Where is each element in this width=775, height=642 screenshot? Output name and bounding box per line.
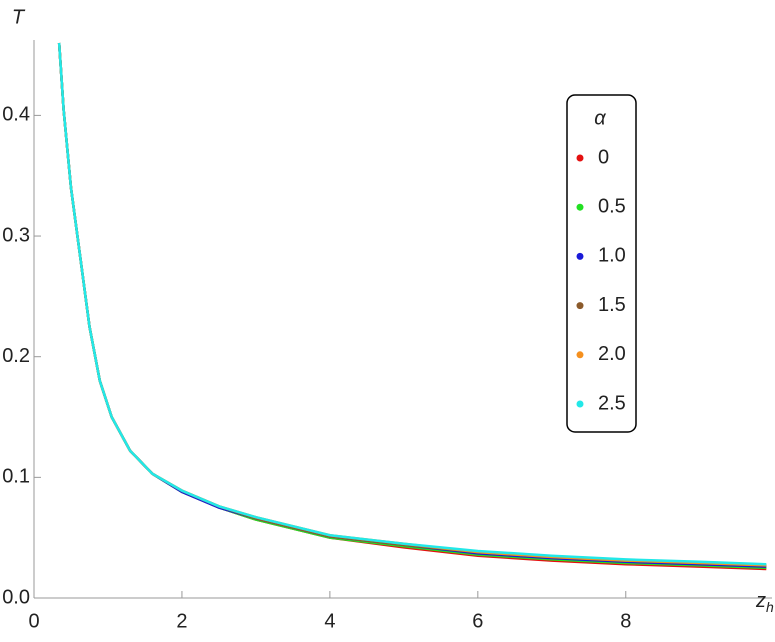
y-tick-label: 0.3 [2, 224, 30, 246]
legend-marker [576, 400, 584, 408]
y-tick-label: 0.4 [2, 104, 30, 126]
legend-label: 0.5 [598, 195, 626, 217]
x-axis-label-sub: h [766, 599, 774, 615]
legend-label: 2.0 [598, 343, 626, 365]
legend-label: 0 [598, 146, 609, 168]
legend-label: 2.5 [598, 392, 626, 414]
legend-marker [576, 252, 584, 260]
series-line [57, 42, 767, 567]
x-tick-label: 8 [620, 610, 631, 632]
legend-label: 1.0 [598, 245, 626, 267]
y-tick-label: 0.1 [2, 466, 30, 488]
x-axis-label-main: z [755, 590, 766, 612]
y-tick-label: 0.2 [2, 345, 30, 367]
x-tick-label: 2 [176, 610, 187, 632]
legend-marker [576, 203, 584, 211]
x-tick-label: 0 [28, 610, 39, 632]
series-line [57, 42, 767, 567]
series-line [57, 42, 767, 570]
legend-marker [576, 302, 584, 310]
legend-title: α [594, 107, 606, 129]
legend-marker [576, 154, 584, 162]
x-axis-label: zh [755, 590, 774, 614]
series-line [57, 42, 767, 566]
legend-marker [576, 351, 584, 359]
series-line [57, 42, 767, 568]
x-tick-label: 6 [472, 610, 483, 632]
series-line [57, 42, 767, 571]
x-tick-label: 4 [324, 610, 335, 632]
y-axis-label: T [12, 6, 26, 28]
legend-box [566, 94, 637, 433]
y-tick-label: 0.0 [2, 586, 30, 608]
legend-label: 1.5 [598, 294, 626, 316]
